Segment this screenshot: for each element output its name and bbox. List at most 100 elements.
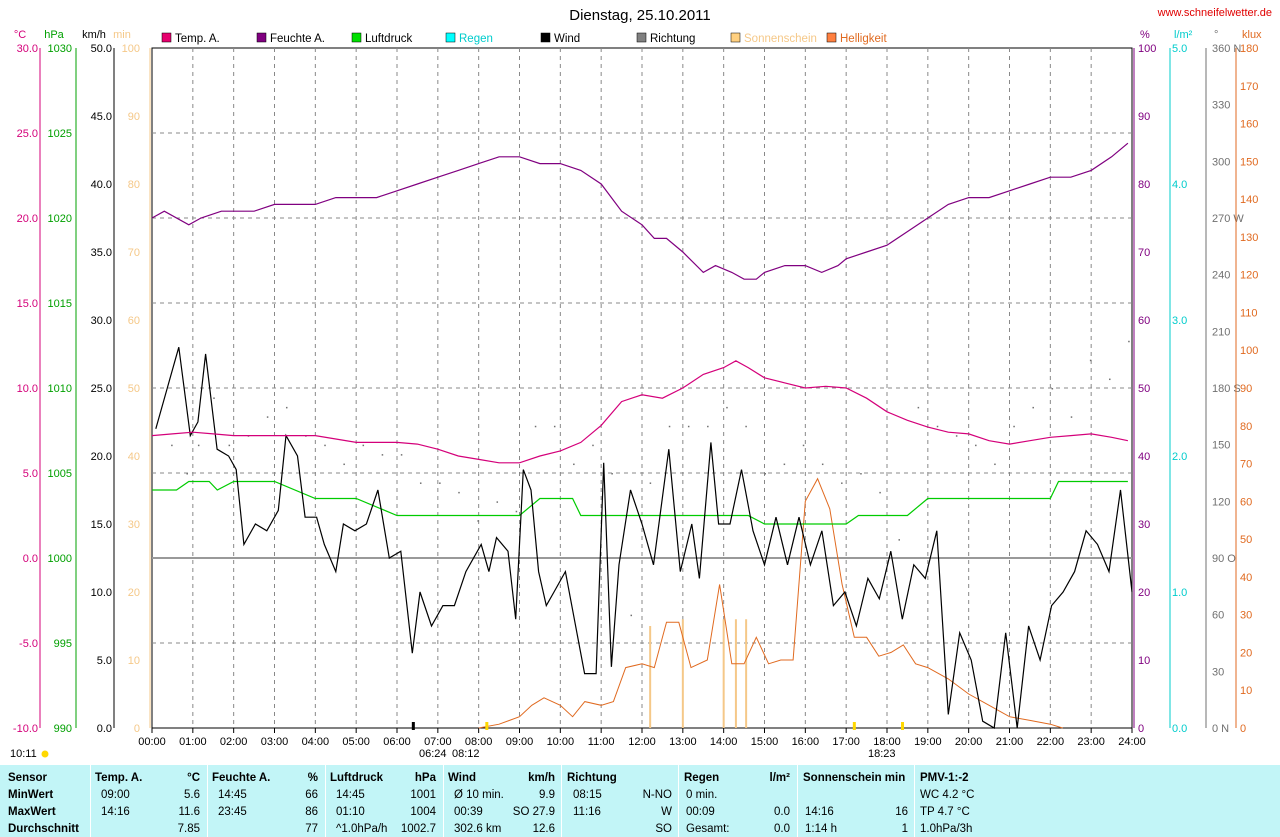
legend-swatch (730, 32, 741, 43)
left-axis-tick: 1020 (48, 213, 72, 225)
direction-point (955, 435, 958, 437)
legend-swatch (636, 32, 647, 43)
stats-header: Sonnenschein min (803, 772, 906, 784)
stats-cell-value: 12.6 (532, 823, 555, 835)
stats-cell-value: 16 (895, 806, 908, 818)
left-axis-tick: 70 (128, 247, 140, 259)
direction-point (573, 463, 575, 466)
left-axis-tick: 990 (54, 723, 72, 735)
right-axis-tick: 60 (1240, 496, 1252, 508)
stats-cell-time: 00:39 (454, 806, 483, 818)
stats-cell-value: 1002.7 (400, 823, 436, 835)
left-axis-tick: 1010 (48, 383, 72, 395)
right-axis-tick: 4.0 (1172, 179, 1187, 191)
temperature-line (151, 360, 1129, 464)
stats-header-unit: l/m² (769, 772, 790, 784)
right-axis-tick: 70 (1138, 247, 1150, 259)
update-time-group: 10:11 (10, 748, 49, 760)
left-axis-unit: hPa (44, 29, 64, 41)
right-axis-tick: 120 (1212, 496, 1230, 508)
chart-grid (151, 47, 1133, 729)
right-axis-tick: 0 (1138, 723, 1144, 735)
left-axis-tick: 5.0 (23, 468, 38, 480)
right-axis-tick: 110 (1240, 307, 1258, 319)
direction-point (419, 482, 422, 484)
right-axis-tick: 10 (1138, 655, 1150, 667)
x-tick-label: 24:00 (1118, 736, 1146, 748)
sunrise-time: 06:24 (419, 748, 447, 760)
brightness-line (478, 477, 1063, 729)
x-tick-label: 22:00 (1037, 736, 1065, 748)
stats-cell-time: 09:00 (101, 789, 130, 801)
stats-row-label: Durchschnitt (8, 823, 79, 835)
left-axis-tick: 30 (128, 519, 140, 531)
stats-cell-value: 1 (901, 823, 908, 835)
direction-point (821, 463, 824, 466)
right-axis-tick: 300 (1212, 156, 1230, 168)
legend-label: Helligkeit (840, 33, 887, 45)
right-axis-unit: ° (1214, 29, 1218, 41)
direction-point (898, 539, 900, 541)
right-axis-tick: 50 (1138, 383, 1150, 395)
legend-swatch (826, 32, 837, 43)
right-axis-tick: 170 (1240, 81, 1258, 93)
stats-cell-value: N-NO (642, 789, 672, 801)
x-tick-label: 19:00 (914, 736, 942, 748)
direction-point (630, 614, 633, 617)
x-tick-label: 07:00 (424, 736, 452, 748)
direction-point (1013, 425, 1015, 428)
legend-swatch (540, 32, 551, 43)
right-axis-tick: 90 (1138, 111, 1150, 123)
column-separator (797, 765, 798, 837)
chart-series (151, 142, 1133, 730)
x-tick-label: 23:00 (1077, 736, 1105, 748)
direction-point (534, 425, 537, 428)
left-axis-tick: 1000 (48, 553, 72, 565)
site-link[interactable]: www.schneifelwetter.de (1157, 7, 1272, 19)
right-axis-tick: 210 (1212, 326, 1230, 338)
pressure-line (152, 480, 1128, 525)
left-axis-unit: °C (14, 29, 26, 41)
x-tick-label: 21:00 (996, 736, 1024, 748)
legend-label: Wind (554, 33, 580, 45)
left-axis-tick: 30.0 (17, 43, 38, 55)
legend-swatch (256, 32, 267, 43)
left-axis-tick: 45.0 (91, 111, 112, 123)
stats-header-unit: % (307, 772, 318, 784)
direction-point (1089, 359, 1092, 362)
left-axis-tick: 80 (128, 179, 140, 191)
stats-cell-value: SO 27.9 (512, 806, 555, 818)
direction-point (1051, 388, 1054, 390)
right-axis-tick: 60 (1212, 610, 1224, 622)
direction-point (381, 454, 384, 456)
stats-header-unit: km/h (528, 772, 555, 784)
x-tick-label: 18:00 (873, 736, 901, 748)
right-axis-tick: 60 (1138, 315, 1150, 327)
legend-label: Luftdruck (365, 33, 413, 45)
stats-row-label: MinWert (8, 789, 54, 801)
right-axis-tick: 130 (1240, 232, 1258, 244)
stats-row-label: MaxWert (8, 806, 56, 818)
x-tick-label: 14:00 (710, 736, 738, 748)
direction-point (668, 425, 671, 428)
stats-cell-value: 0.0 (774, 823, 790, 835)
left-axis-tick: -5.0 (19, 638, 38, 650)
stats-cell-time: 11:16 (573, 806, 601, 818)
right-axis-tick: 100 (1138, 43, 1156, 55)
direction-point (285, 406, 288, 409)
direction-point (496, 501, 499, 503)
left-axis-tick: 995 (54, 638, 72, 650)
right-axis-tick: 180 S (1212, 383, 1241, 395)
direction-point (687, 425, 690, 428)
left-axis-tick: 0.0 (97, 723, 112, 735)
direction-point (439, 482, 441, 484)
x-tick-label: 09:00 (506, 736, 534, 748)
direction-point (515, 510, 518, 513)
direction-point (400, 454, 403, 456)
left-axis-tick: 15.0 (17, 298, 38, 310)
left-axis-tick: 20 (128, 587, 140, 599)
x-tick-label: 06:00 (383, 736, 411, 748)
stats-header: Regen (684, 772, 720, 784)
right-axis-tick: 100 (1240, 345, 1258, 357)
sunset-time: 18:23 (868, 748, 896, 760)
